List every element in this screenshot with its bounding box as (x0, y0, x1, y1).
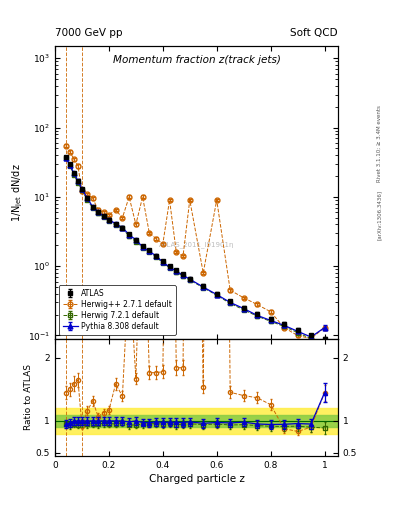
Text: Rivet 3.1.10; ≥ 3.4M events: Rivet 3.1.10; ≥ 3.4M events (377, 105, 382, 182)
Text: 7000 GeV pp: 7000 GeV pp (55, 28, 123, 38)
Legend: ATLAS, Herwig++ 2.7.1 default, Herwig 7.2.1 default, Pythia 8.308 default: ATLAS, Herwig++ 2.7.1 default, Herwig 7.… (59, 286, 176, 335)
Text: Soft QCD: Soft QCD (290, 28, 338, 38)
Text: ATLAS_2011_I91901η: ATLAS_2011_I91901η (159, 242, 234, 248)
Text: [arXiv:1306.3436]: [arXiv:1306.3436] (377, 190, 382, 240)
X-axis label: Charged particle z: Charged particle z (149, 474, 244, 484)
Y-axis label: Ratio to ATLAS: Ratio to ATLAS (24, 364, 33, 430)
Text: Momentum fraction z(track jets): Momentum fraction z(track jets) (112, 55, 281, 65)
Y-axis label: 1/N$_\mathregular{jet}$ dN/dz: 1/N$_\mathregular{jet}$ dN/dz (11, 163, 25, 222)
